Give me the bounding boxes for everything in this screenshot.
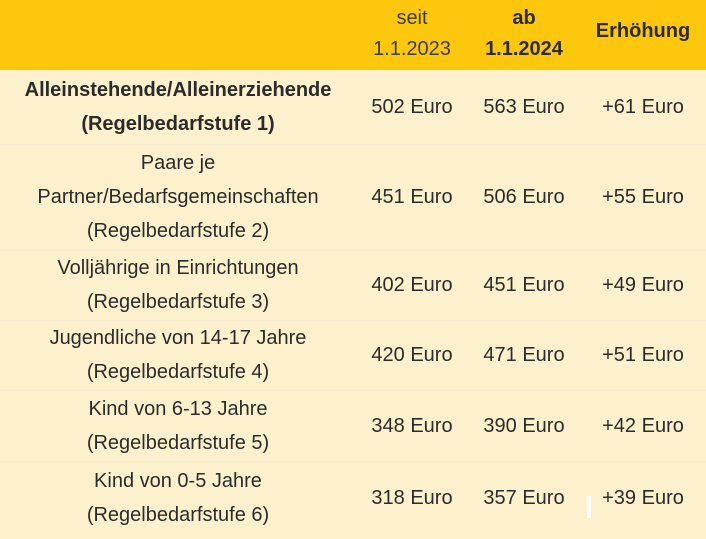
row-from-2024: 390 Euro bbox=[468, 389, 580, 461]
row-increase: +39 Euro bbox=[580, 460, 706, 535]
table-row: Paare je Partner/Bedarfsgemeinschaften (… bbox=[0, 143, 706, 250]
row-from-2024: 357 Euro bbox=[468, 460, 580, 535]
row-increase: +42 Euro bbox=[580, 389, 706, 461]
row-since-2023: 318 Euro bbox=[356, 460, 468, 535]
row-label: Jugendliche von 14-17 Jahre (Regelbedarf… bbox=[0, 319, 356, 390]
row-since-2023: 502 Euro bbox=[371, 95, 453, 118]
row-label-line: (Regelbedarfstufe 2) bbox=[86, 220, 270, 242]
row-increase: +51 Euro bbox=[580, 319, 706, 390]
table-header: seit 1.1.2023 ab 1.1.2024 Erhöhung bbox=[0, 0, 706, 70]
row-label-line: (Regelbedarfstufe 5) bbox=[86, 431, 270, 454]
table-row: Kind von 6-13 Jahre (Regelbedarfstufe 5)… bbox=[0, 389, 706, 461]
row-label-line: Kind von 0-5 Jahre bbox=[94, 470, 262, 493]
row-since-2023: 348 Euro bbox=[356, 389, 468, 461]
header-row: seit 1.1.2023 ab 1.1.2024 Erhöhung bbox=[0, 0, 706, 70]
row-from-2024: 451 Euro bbox=[468, 249, 580, 320]
row-label-line: (Regelbedarfstufe 4) bbox=[86, 361, 270, 383]
row-label: Kind von 6-13 Jahre (Regelbedarfstufe 5) bbox=[0, 389, 356, 461]
row-label-line: Alleinstehende/Alleinerziehende bbox=[24, 78, 332, 101]
table-body: Alleinstehende/Alleinerziehende (Regelbe… bbox=[0, 70, 706, 535]
header-from-bottom: 1.1.2024 bbox=[485, 38, 563, 60]
table-row: Jugendliche von 14-17 Jahre (Regelbedarf… bbox=[0, 319, 706, 390]
row-label-line: Kind von 6-13 Jahre bbox=[88, 397, 268, 420]
header-label-cell bbox=[0, 0, 356, 70]
row-label-line: Jugendliche von 14-17 Jahre bbox=[49, 327, 307, 349]
header-increase-cell: Erhöhung bbox=[595, 19, 691, 42]
row-label-line: (Regelbedarfstufe 1) bbox=[81, 112, 275, 135]
row-from-2024: 563 Euro bbox=[483, 95, 565, 118]
row-label-line: (Regelbedarfstufe 6) bbox=[86, 504, 270, 527]
header-from-top: ab bbox=[512, 7, 536, 29]
row-label: Volljährige in Einrichtungen (Regelbedar… bbox=[0, 249, 356, 320]
row-since-2023: 420 Euro bbox=[356, 319, 468, 390]
table-row: Kind von 0-5 Jahre (Regelbedarfstufe 6) … bbox=[0, 460, 706, 535]
row-label-line: Volljährige in Einrichtungen bbox=[57, 257, 299, 279]
row-since-2023: 451 Euro bbox=[356, 143, 468, 250]
header-since-cell: seit 1.1.2023 bbox=[356, 0, 468, 70]
row-label-line: Partner/Bedarfsgemeinschaften bbox=[37, 186, 319, 208]
table-row: Volljährige in Einrichtungen (Regelbedar… bbox=[0, 249, 706, 320]
row-increase: +55 Euro bbox=[580, 143, 706, 250]
row-label-line: Paare je bbox=[140, 152, 216, 174]
table-row: Alleinstehende/Alleinerziehende (Regelbe… bbox=[0, 70, 706, 144]
row-label: Alleinstehende/Alleinerziehende (Regelbe… bbox=[0, 70, 356, 144]
row-from-2024: 506 Euro bbox=[468, 143, 580, 250]
header-since-top: seit bbox=[396, 7, 428, 29]
row-increase: +49 Euro bbox=[580, 249, 706, 320]
row-from-2024: 471 Euro bbox=[468, 319, 580, 390]
row-label: Paare je Partner/Bedarfsgemeinschaften (… bbox=[0, 143, 356, 250]
row-since-2023: 402 Euro bbox=[356, 249, 468, 320]
row-increase: +61 Euro bbox=[602, 95, 684, 118]
header-since-bottom: 1.1.2023 bbox=[373, 38, 451, 60]
cursor-mark bbox=[587, 496, 591, 518]
row-label: Kind von 0-5 Jahre (Regelbedarfstufe 6) bbox=[0, 460, 356, 535]
header-from-cell: ab 1.1.2024 bbox=[468, 0, 580, 70]
row-label-line: (Regelbedarfstufe 3) bbox=[86, 291, 270, 313]
